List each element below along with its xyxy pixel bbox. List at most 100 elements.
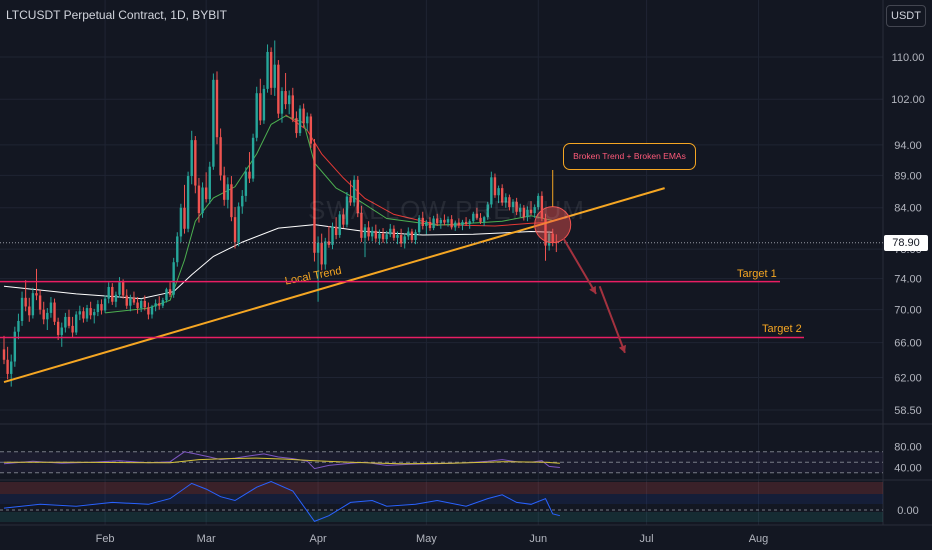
candle-body	[223, 175, 226, 200]
candle-body	[425, 221, 428, 227]
candle-body	[389, 228, 392, 235]
candle-body	[547, 233, 551, 246]
candle-body	[454, 222, 457, 228]
candle-body	[204, 187, 208, 200]
candle-body	[251, 137, 255, 179]
rsi-axis-label: 80.00	[894, 442, 922, 454]
candle-body	[230, 184, 233, 218]
candle-body	[436, 218, 439, 224]
candle-body	[266, 51, 269, 89]
osc-neutral-band	[0, 494, 883, 504]
candle-body	[371, 230, 374, 237]
candle-body	[378, 233, 381, 239]
candle-body	[302, 108, 305, 124]
candle-body	[31, 293, 35, 316]
candle-body	[24, 297, 27, 307]
price-axis-label: 84.00	[894, 203, 922, 215]
price-axis-label: 70.00	[894, 305, 922, 317]
rsi-ma-line	[4, 457, 560, 465]
candle-body	[147, 307, 150, 315]
candle-body	[457, 222, 461, 226]
candle-body	[262, 88, 266, 121]
candle-body	[172, 262, 175, 295]
osc-axis-label: 0.00	[897, 505, 918, 517]
candle-body	[443, 219, 446, 223]
candle-body	[93, 312, 96, 316]
candle-body	[479, 217, 482, 222]
candle-body	[399, 235, 403, 244]
candle-body	[551, 233, 554, 243]
candle-body	[269, 51, 273, 88]
currency-button[interactable]: USDT	[886, 5, 926, 27]
price-axis-label: 94.00	[894, 140, 922, 152]
candle-body	[508, 197, 511, 208]
candle-body	[396, 235, 399, 238]
annotation-callout: Broken Trend + Broken EMAs	[563, 143, 696, 170]
candle-body	[233, 217, 237, 243]
candle-body	[82, 311, 85, 319]
candle-body	[504, 197, 507, 203]
candle-body	[313, 143, 316, 253]
price-axis-label: 58.50	[894, 405, 922, 417]
candle-body	[349, 196, 352, 203]
candle-body	[107, 286, 110, 299]
candle-body	[511, 201, 515, 208]
time-axis-label: Jun	[529, 533, 547, 545]
candle-body	[183, 207, 186, 229]
candle-body	[403, 236, 406, 244]
candle-body	[540, 195, 544, 219]
candle-body	[280, 91, 284, 114]
candle-body	[158, 303, 161, 306]
candle-body	[500, 188, 504, 203]
candle-body	[13, 331, 17, 362]
candle-body	[472, 213, 475, 222]
candle-body	[197, 185, 201, 214]
candle-body	[176, 236, 179, 263]
candle-body	[392, 228, 396, 238]
time-axis-label: Feb	[96, 533, 115, 545]
candle-body	[20, 297, 24, 321]
price-axis-label: 66.00	[894, 338, 922, 350]
candle-body	[526, 209, 529, 218]
price-axis-label: 89.00	[894, 170, 922, 182]
candle-body	[446, 219, 450, 223]
candle-body	[316, 242, 320, 253]
osc-oversold-band	[0, 512, 883, 522]
projection-arrow-head	[618, 344, 627, 353]
candle-body	[125, 295, 128, 306]
projection-arrow-shaft	[598, 285, 626, 354]
candle-body	[150, 306, 154, 315]
candle-body	[64, 316, 67, 328]
candle-body	[10, 361, 13, 374]
candle-body	[53, 302, 56, 322]
candle-body	[75, 314, 78, 333]
time-axis-label: Jul	[640, 533, 654, 545]
candle-body	[244, 171, 248, 196]
time-axis-label: May	[416, 533, 437, 545]
candle-body	[212, 79, 215, 167]
price-axis-label: 62.00	[894, 373, 922, 385]
candle-body	[226, 184, 230, 200]
candle-body	[139, 300, 143, 309]
candle-body	[277, 64, 280, 114]
candle-body	[407, 231, 410, 237]
candle-body	[522, 207, 526, 218]
candle-body	[306, 116, 309, 124]
candle-body	[60, 327, 63, 335]
candle-body	[428, 221, 432, 229]
candle-body	[49, 302, 53, 313]
candle-body	[85, 308, 89, 319]
candle-body	[190, 140, 193, 177]
candle-body	[295, 118, 298, 134]
candle-body	[345, 196, 349, 225]
candle-body	[165, 289, 168, 301]
candle-body	[338, 214, 341, 236]
candle-body	[287, 95, 291, 105]
candle-body	[46, 312, 49, 320]
candle-body	[118, 281, 121, 295]
price-axis-label: 110.00	[892, 52, 925, 64]
candle-body	[129, 297, 132, 306]
candle-body	[363, 227, 367, 238]
